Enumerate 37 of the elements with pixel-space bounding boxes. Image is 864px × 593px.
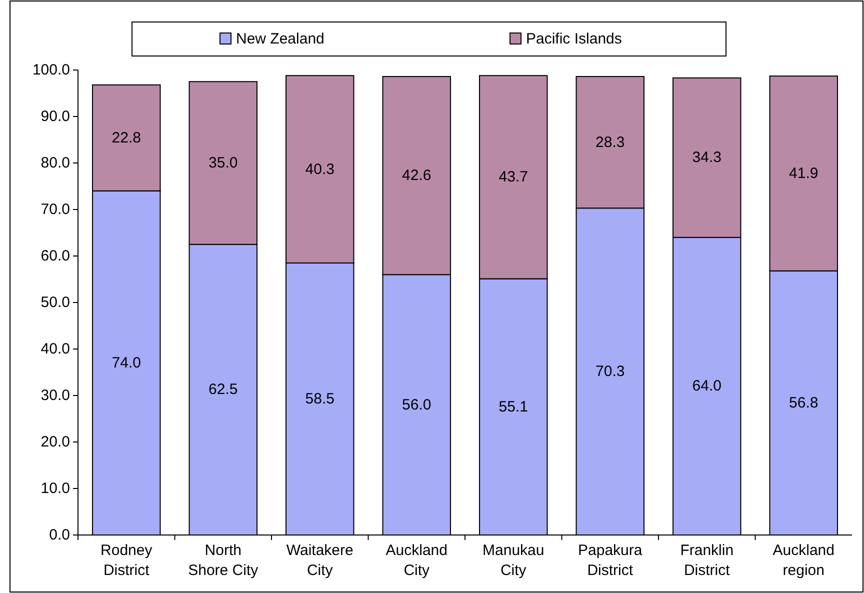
x-tick-label: Manukau City [482,542,544,579]
data-label: 74.0 [112,354,141,372]
y-tick-label: 60.0 [40,248,70,264]
legend-label: Pacific Islands [526,30,622,48]
y-tick-label: 10.0 [40,480,70,497]
data-label: 42.6 [402,167,432,184]
data-label: 70.3 [596,363,625,380]
y-tick-label: 100.0 [32,62,70,78]
x-tick-label: North Shore City [188,542,259,579]
data-label: 62.5 [208,381,238,398]
x-tick-label: Waitakere City [286,542,354,579]
data-label: 40.3 [305,160,334,178]
y-tick-label: 30.0 [40,387,70,404]
data-label: 35.0 [208,154,238,172]
data-label: 55.1 [498,398,528,416]
data-label: 56.0 [402,396,432,414]
y-tick-label: 90.0 [40,108,70,125]
y-tick-label: 0.0 [49,526,70,544]
x-tick-label: Auckland region [772,542,834,579]
x-tick-label: Franklin District [680,542,734,579]
x-tick-label: Rodney District [100,542,153,579]
data-label: 41.9 [789,164,818,182]
x-tick-label: Auckland City [386,542,448,579]
data-label: 22.8 [112,129,141,146]
y-tick-label: 40.0 [40,340,70,358]
data-label: 34.3 [692,149,722,166]
data-label: 28.3 [596,134,625,151]
data-label: 58.5 [305,390,334,408]
y-tick-label: 80.0 [40,154,70,172]
data-label: 43.7 [498,168,528,186]
x-tick-label: Papakura District [578,542,643,579]
y-tick-label: 50.0 [40,294,70,311]
data-label: 64.0 [692,378,722,395]
legend-label: New Zealand [236,30,324,48]
y-tick-label: 20.0 [40,434,70,450]
data-label: 56.8 [789,394,818,412]
y-tick-label: 70.0 [40,201,70,218]
